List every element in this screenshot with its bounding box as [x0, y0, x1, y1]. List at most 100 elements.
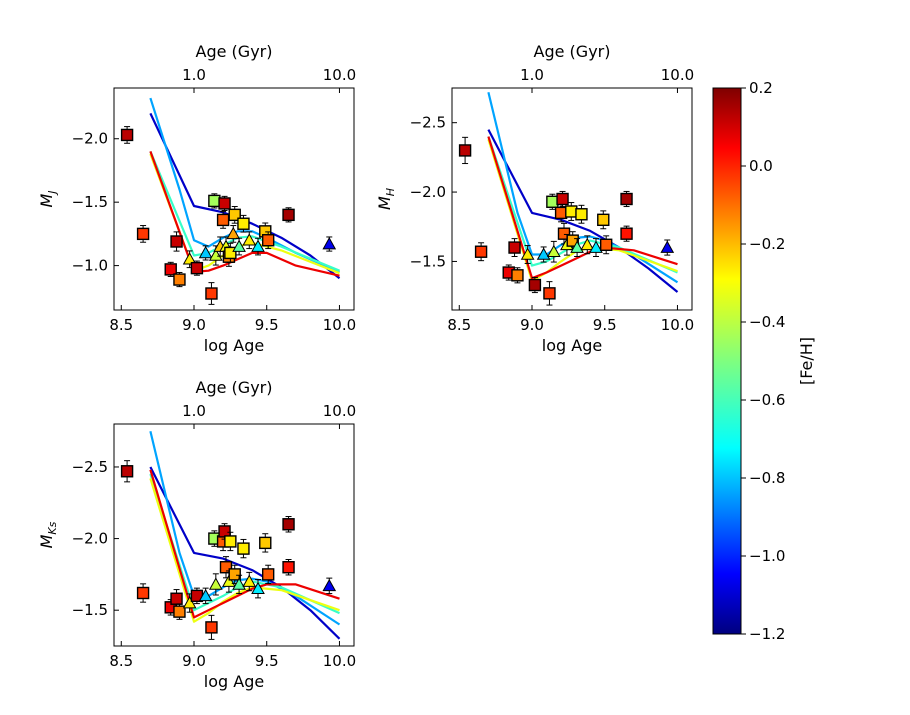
colorbar-tick-label: −1.0	[749, 547, 785, 565]
data-point-square	[205, 287, 218, 300]
data-point-square	[543, 287, 556, 300]
colorbar-tick-label: −0.4	[749, 313, 785, 331]
panels: 8.5 9.0 9.5 10.0 −1.0 −1.5 −2.0 1.0 10.0 Age (Gyr…	[37, 42, 694, 691]
data-point-square	[597, 213, 610, 227]
data-point-square	[282, 518, 295, 531]
top-axis-label: Age (Gyr)	[196, 42, 273, 61]
x-axis-label: log Age	[542, 336, 602, 355]
data-point-square	[164, 263, 177, 276]
data-point-square	[620, 192, 633, 206]
data-point-triangle	[232, 577, 246, 590]
data-point-square	[237, 542, 250, 555]
y-tick-label: −2.5	[72, 458, 108, 476]
colorbar-tick-label: 0.2	[749, 79, 773, 97]
panel-MH: 8.5 9.0 9.5 10.0 −1.5 −2.0 −2.5 1.0 10.0 Age (Gyr…	[375, 42, 694, 355]
data-point-square	[282, 561, 295, 574]
data-point-triangle	[242, 574, 257, 587]
y-axis-label-sub: Ks	[46, 521, 59, 534]
data-point-square	[528, 278, 542, 292]
model-line	[149, 112, 341, 280]
data-point-square	[120, 465, 134, 478]
x-tick-label: 10.0	[323, 652, 356, 670]
top-axis-label: Age (Gyr)	[534, 42, 611, 61]
data-point-square	[259, 536, 272, 550]
x-tick-label: 10.0	[323, 316, 356, 334]
panel-MKs: 8.5 9.0 9.5 10.0 −1.5 −2.0 −2.5 1.0 10.0 Age (Gyr…	[37, 378, 356, 691]
model-line	[149, 150, 340, 272]
y-tick-label: −1.5	[410, 252, 446, 270]
colorbar-gradient	[712, 87, 742, 635]
data-point-triangle	[242, 233, 257, 246]
model-lines	[487, 91, 679, 293]
data-point-square	[136, 227, 150, 241]
colorbar: 0.2 0.0 −0.2 −0.4 −0.6 −0.8 −1.0 −1.2 [Fe/H]	[712, 79, 816, 643]
data-point-square	[458, 144, 472, 157]
data-point-square	[173, 273, 186, 286]
top-tick-label: 1.0	[182, 402, 206, 420]
top-tick-label: 1.0	[182, 66, 206, 84]
data-point-square	[224, 535, 237, 548]
top-axis-label: Age (Gyr)	[196, 378, 273, 397]
data-point-triangle	[208, 577, 223, 590]
top-tick-label: 10.0	[323, 66, 356, 84]
y-axis-label: MJ	[37, 190, 59, 207]
x-tick-label: 8.5	[109, 316, 133, 334]
model-line	[149, 478, 340, 623]
data-point-square	[575, 208, 588, 221]
x-axis-label: log Age	[204, 672, 264, 691]
y-tick-label: −1.5	[72, 193, 108, 211]
data-point-triangle	[589, 240, 603, 253]
data-point-triangle	[198, 245, 213, 259]
top-tick-label: 1.0	[520, 66, 544, 84]
data-point-square	[170, 592, 183, 605]
data-point-square	[224, 246, 237, 260]
colorbar-label: [Fe/H]	[797, 337, 816, 385]
colorbar-tick-label: −0.2	[749, 235, 785, 253]
axes-frame	[113, 423, 355, 647]
y-tick-label: −2.0	[72, 130, 108, 148]
data-point-square	[261, 234, 275, 247]
data-point-square	[136, 586, 150, 600]
data-point-square	[554, 206, 568, 220]
data-point-triangle	[251, 581, 265, 595]
top-tick-label: 10.0	[323, 402, 356, 420]
data-point-square	[170, 235, 183, 248]
data-point-triangle	[322, 237, 337, 250]
y-axis-label-sub: J	[46, 190, 59, 195]
y-tick-label: −1.0	[72, 257, 108, 275]
data-point-triangle	[580, 237, 595, 251]
model-lines	[149, 430, 341, 640]
x-tick-label: 9.0	[182, 316, 206, 334]
data-point-triangle	[536, 247, 551, 260]
y-axis-label-main: M	[375, 196, 394, 210]
data-point-square	[508, 241, 521, 254]
data-point-triangle	[198, 588, 213, 602]
y-tick-label: −2.0	[410, 183, 446, 201]
data-point-square	[208, 194, 221, 208]
data-point-square	[219, 561, 233, 574]
y-axis-label: MH	[375, 188, 397, 210]
data-point-triangle	[208, 248, 223, 261]
model-line	[149, 469, 340, 619]
data-point-square	[556, 192, 569, 206]
data-point-square	[216, 213, 230, 227]
y-axis-label-main: M	[37, 194, 56, 208]
data-point-square	[205, 621, 218, 634]
data-point-square	[546, 195, 559, 208]
x-tick-label: 9.5	[255, 316, 279, 334]
data-points	[120, 460, 337, 640]
data-point-square	[218, 197, 231, 210]
model-line	[487, 136, 678, 280]
colorbar-tick-label: −0.6	[749, 391, 785, 409]
y-axis-label-sub: H	[384, 188, 397, 196]
data-point-square	[190, 261, 204, 275]
model-line	[487, 91, 679, 284]
data-point-triangle	[182, 252, 197, 265]
colorbar-tick-label: −0.8	[749, 469, 785, 487]
data-point-square	[228, 568, 241, 581]
top-tick-label: 10.0	[661, 66, 694, 84]
y-tick-label: −2.0	[72, 530, 108, 548]
y-axis-label-main: M	[37, 534, 56, 548]
data-point-square	[620, 227, 633, 240]
data-point-square	[599, 238, 613, 251]
